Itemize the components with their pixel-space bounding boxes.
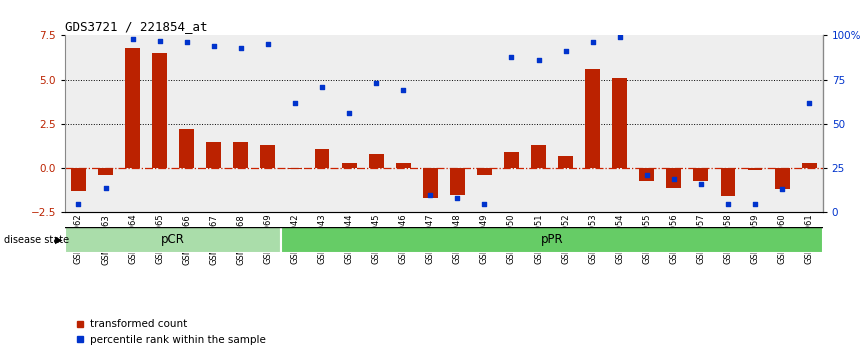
Point [505,54,519,59]
Bar [694,168,708,181]
Bar [559,156,573,168]
Bar [255,35,281,212]
Bar [417,35,443,212]
Point [423,192,437,198]
Text: ▶: ▶ [55,235,62,245]
Bar [688,35,714,212]
Bar [234,142,249,168]
Bar [633,35,660,212]
Point [640,172,654,178]
Point [721,201,735,206]
Bar [71,168,86,191]
Bar [396,163,410,168]
Text: GDS3721 / 221854_at: GDS3721 / 221854_at [65,20,208,33]
Bar [119,35,146,212]
Bar [579,35,606,212]
Bar [261,145,275,168]
Legend: transformed count, percentile rank within the sample: transformed count, percentile rank withi… [70,315,270,349]
Point [694,181,708,187]
Bar [606,35,633,212]
Bar [126,48,140,168]
Point [559,48,572,54]
Bar [498,35,525,212]
Bar [65,227,281,253]
Bar [200,35,227,212]
Bar [227,35,255,212]
Text: disease state: disease state [4,235,69,245]
Bar [714,35,741,212]
Bar [525,35,552,212]
Point [369,80,383,86]
Bar [450,168,465,195]
Bar [98,168,113,175]
Bar [741,35,768,212]
Bar [179,129,194,168]
Point [477,201,491,206]
Bar [335,35,363,212]
Bar [281,35,308,212]
Bar [65,35,92,212]
Bar [146,35,173,212]
Bar [92,35,119,212]
Bar [443,35,471,212]
Point [613,34,627,40]
Bar [768,35,796,212]
Bar [531,145,546,168]
Bar [585,69,600,168]
Bar [152,53,167,168]
Bar [308,35,335,212]
Bar [721,168,735,196]
Point [152,38,166,44]
Bar [660,35,688,212]
Bar [288,168,302,169]
Point [207,43,221,49]
Point [234,45,248,51]
Bar [423,168,437,198]
Bar [369,154,384,168]
Point [667,176,681,182]
Point [802,100,816,105]
Point [585,40,599,45]
Point [180,40,194,45]
Bar [477,168,492,175]
Bar [173,35,200,212]
Text: pCR: pCR [161,233,185,246]
Bar [796,35,823,212]
Point [261,41,275,47]
Bar [639,168,654,181]
Point [99,185,113,190]
Bar [314,149,329,168]
Bar [802,163,817,168]
Bar [504,152,519,168]
Bar [342,163,357,168]
Point [397,87,410,93]
Point [450,195,464,201]
Point [748,201,762,206]
Point [315,84,329,90]
Bar [363,35,390,212]
Bar [612,78,627,168]
Bar [552,35,579,212]
Point [342,110,356,116]
Point [72,201,86,206]
Bar [775,168,790,189]
Point [775,187,789,192]
Bar [667,168,682,188]
Point [532,57,546,63]
Point [288,100,302,105]
Bar [471,35,498,212]
Text: pPR: pPR [540,233,564,246]
Bar [281,227,823,253]
Bar [206,142,221,168]
Point [126,36,139,42]
Bar [747,168,762,170]
Bar [390,35,417,212]
